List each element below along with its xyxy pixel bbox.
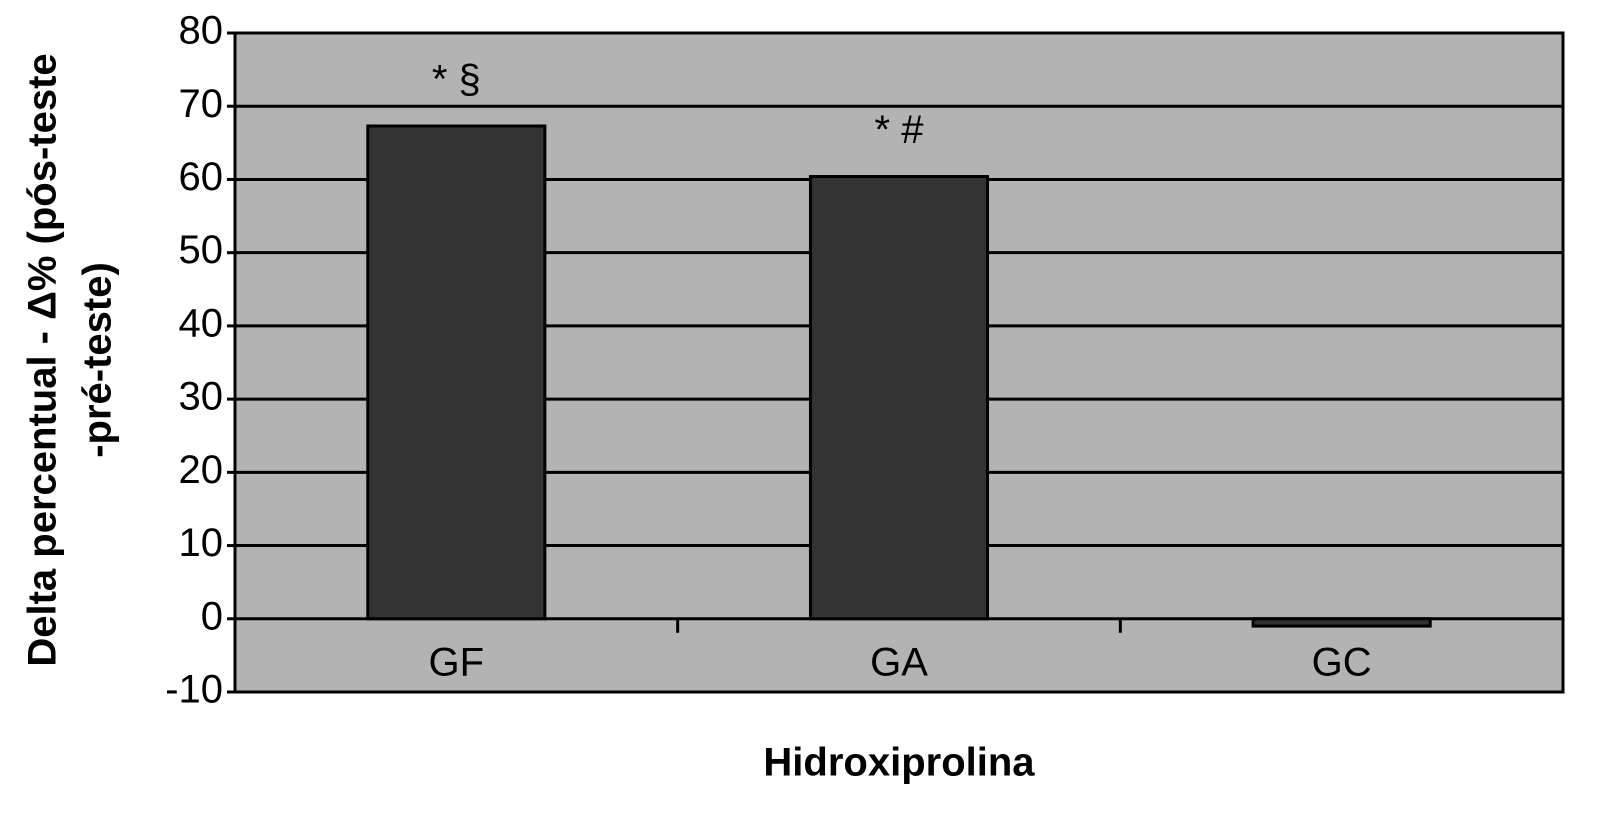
y-axis-title-line: Delta percentual - Δ% (pós-teste	[21, 53, 65, 666]
y-tick-label: 80	[179, 9, 224, 53]
y-tick-label: 20	[179, 448, 224, 492]
y-tick-label: 10	[179, 521, 224, 565]
annotation: * §	[432, 58, 481, 102]
y-tick-label: -10	[165, 668, 223, 712]
x-tick-label: GF	[429, 640, 485, 684]
y-tick-label: 30	[179, 375, 224, 419]
bar	[808, 175, 990, 621]
annotation: * #	[875, 108, 925, 152]
y-tick-label: 40	[179, 301, 224, 345]
y-axis-title: Delta percentual - Δ% (pós-teste -pré-te…	[21, 53, 120, 666]
y-tick-label: 70	[179, 82, 224, 126]
y-tick-label: 50	[179, 228, 224, 272]
bar	[1251, 617, 1432, 628]
y-tick-label: 0	[201, 594, 223, 638]
bar	[366, 124, 547, 621]
plot-border	[233, 31, 1565, 694]
y-tick-label: 60	[179, 155, 224, 199]
x-axis-title: Hidroxiprolina	[763, 741, 1035, 785]
y-axis-title-line: -pré-teste)	[76, 262, 120, 458]
x-tick-label: GC	[1312, 640, 1372, 684]
x-tick-label: GA	[870, 640, 928, 684]
